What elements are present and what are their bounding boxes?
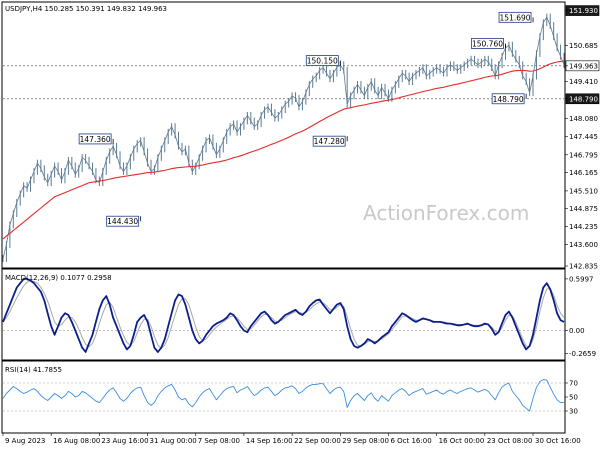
- annotation-box: [498, 11, 532, 23]
- price-axis-label: 142.835: [569, 263, 598, 271]
- annotation-label: 144.430: [107, 217, 138, 226]
- x-axis-label: 6 Oct 16:00: [390, 437, 431, 445]
- price-axis-label: 146.165: [569, 169, 598, 177]
- price-axis-label: 146.795: [569, 151, 598, 159]
- annotation-box: [471, 38, 504, 49]
- annotation-label: 150.150: [307, 57, 338, 66]
- annotation-label: 148.790: [493, 95, 524, 104]
- price-axis-label: 144.875: [569, 205, 598, 213]
- annotation-box: [305, 55, 339, 66]
- price-axis-label: 147.445: [569, 133, 598, 141]
- annotation-label: 147.360: [80, 135, 111, 144]
- macd-axis-label: -0.2659: [569, 350, 596, 358]
- x-axis-label: 16 Aug 08:00: [53, 437, 100, 445]
- x-axis-label: 14 Sep 16:00: [246, 437, 293, 445]
- price-axis-label: 148.790: [569, 95, 598, 103]
- x-axis-label: 7 Sep 08:00: [198, 437, 240, 445]
- x-axis-label: 29 Sep 08:00: [342, 437, 389, 445]
- rsi-axis-label: 70: [569, 380, 578, 388]
- moving-average-line: [2, 60, 565, 240]
- annotation-label: 151.690: [500, 13, 531, 22]
- macd-panel-frame: [1, 268, 566, 361]
- x-axis-label: 31 Aug 00:00: [150, 437, 197, 445]
- rsi-panel-title: RSI(14) 41.7855: [5, 366, 62, 374]
- price-axis-label: 144.235: [569, 223, 598, 231]
- price-axis-label: 151.930: [569, 7, 598, 15]
- price-axis-label: 149.963: [569, 62, 598, 70]
- annotation-box: [491, 93, 525, 105]
- annotation-label: 147.280: [314, 137, 345, 146]
- price-axis-label: 145.510: [569, 187, 598, 195]
- annotation-box: [106, 215, 140, 227]
- rsi-layer: [2, 379, 564, 412]
- watermark: ActionForex.com: [363, 201, 529, 225]
- x-axis-label: 22 Sep 00:00: [294, 437, 341, 445]
- x-axis-label: 23 Aug 16:00: [101, 437, 148, 445]
- rsi-axis-label: 50: [569, 394, 578, 402]
- price-axis-label: 143.600: [569, 241, 598, 249]
- price-panel-title: USDJPY,H4 150.285 150.391 149.832 149.96…: [5, 5, 167, 13]
- annotation-box: [78, 133, 112, 145]
- macd-axis-label: 0.00: [569, 327, 585, 335]
- axis-layer: 151.930 150.685 149.963 149.410 148.790 148.0…: [2, 5, 600, 445]
- macd-axis-label: 0.5997: [569, 275, 594, 283]
- x-axis-label: 9 Aug 2023: [5, 437, 45, 445]
- rsi-axis-label: 30: [569, 408, 578, 416]
- price-axis-label: 150.685: [569, 42, 598, 50]
- annotation-label: 150.760: [472, 39, 503, 48]
- x-axis-label: 23 Oct 08:00: [487, 437, 533, 445]
- rsi-panel-frame: [1, 360, 566, 434]
- macd-layer: [2, 277, 565, 353]
- price-axis-label: 149.410: [569, 78, 598, 86]
- price-line: [2, 16, 565, 259]
- x-axis-label: 16 Oct 00:00: [439, 437, 485, 445]
- x-axis-label: 30 Oct 16:00: [535, 437, 581, 445]
- price-axis-label: 148.080: [569, 115, 598, 123]
- annotation-box: [312, 135, 346, 147]
- macd-panel-title: MACD(12,26,9) 0.1077 0.2958: [5, 274, 112, 282]
- rsi-line: [2, 379, 564, 412]
- macd-main-line: [2, 277, 565, 353]
- price-layer: 151.690 150.760 150.150 148.790 147.360 147.2…: [2, 11, 565, 262]
